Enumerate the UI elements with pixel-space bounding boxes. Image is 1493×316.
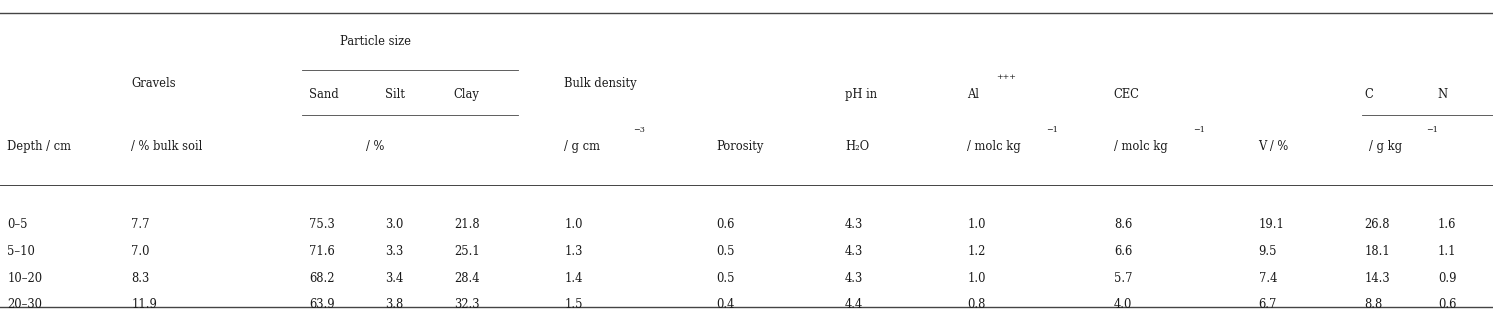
Text: / g kg: / g kg	[1369, 140, 1402, 154]
Text: 8.3: 8.3	[131, 271, 149, 285]
Text: 32.3: 32.3	[454, 298, 479, 312]
Text: 1.6: 1.6	[1438, 218, 1456, 231]
Text: Porosity: Porosity	[717, 140, 764, 154]
Text: 1.0: 1.0	[967, 218, 985, 231]
Text: −3: −3	[633, 125, 645, 134]
Text: Particle size: Particle size	[340, 34, 412, 48]
Text: 1.5: 1.5	[564, 298, 582, 312]
Text: 63.9: 63.9	[309, 298, 334, 312]
Text: C: C	[1365, 88, 1374, 101]
Text: 1.4: 1.4	[564, 271, 582, 285]
Text: 7.4: 7.4	[1259, 271, 1277, 285]
Text: 0–5: 0–5	[7, 218, 28, 231]
Text: 71.6: 71.6	[309, 245, 334, 258]
Text: Depth / cm: Depth / cm	[7, 140, 72, 154]
Text: 25.1: 25.1	[454, 245, 479, 258]
Text: Silt: Silt	[385, 88, 405, 101]
Text: −1: −1	[1047, 125, 1059, 134]
Text: 4.4: 4.4	[845, 298, 863, 312]
Text: 0.6: 0.6	[717, 218, 735, 231]
Text: 7.0: 7.0	[131, 245, 149, 258]
Text: 8.6: 8.6	[1114, 218, 1132, 231]
Text: / g cm: / g cm	[564, 140, 600, 154]
Text: H₂O: H₂O	[845, 140, 869, 154]
Text: V / %: V / %	[1259, 140, 1288, 154]
Text: 1.3: 1.3	[564, 245, 582, 258]
Text: 4.3: 4.3	[845, 218, 863, 231]
Text: 6.6: 6.6	[1114, 245, 1132, 258]
Text: 0.6: 0.6	[1438, 298, 1456, 312]
Text: 3.8: 3.8	[385, 298, 403, 312]
Text: / molᴄ kg: / molᴄ kg	[1114, 140, 1168, 154]
Text: 28.4: 28.4	[454, 271, 479, 285]
Text: 19.1: 19.1	[1259, 218, 1284, 231]
Text: 4.3: 4.3	[845, 245, 863, 258]
Text: 4.3: 4.3	[845, 271, 863, 285]
Text: +++: +++	[996, 73, 1015, 82]
Text: 0.8: 0.8	[967, 298, 985, 312]
Text: Clay: Clay	[454, 88, 479, 101]
Text: 75.3: 75.3	[309, 218, 334, 231]
Text: 4.0: 4.0	[1114, 298, 1132, 312]
Text: CEC: CEC	[1114, 88, 1139, 101]
Text: −1: −1	[1426, 125, 1438, 134]
Text: 20–30: 20–30	[7, 298, 42, 312]
Text: / molᴄ kg: / molᴄ kg	[967, 140, 1021, 154]
Text: pH in: pH in	[845, 88, 878, 101]
Text: Gravels: Gravels	[131, 77, 176, 90]
Text: 26.8: 26.8	[1365, 218, 1390, 231]
Text: / %: / %	[366, 140, 384, 154]
Text: / % bulk soil: / % bulk soil	[131, 140, 203, 154]
Text: Bulk density: Bulk density	[564, 77, 638, 90]
Text: 0.4: 0.4	[717, 298, 735, 312]
Text: 8.8: 8.8	[1365, 298, 1383, 312]
Text: 21.8: 21.8	[454, 218, 479, 231]
Text: 1.0: 1.0	[564, 218, 582, 231]
Text: 5.7: 5.7	[1114, 271, 1132, 285]
Text: Sand: Sand	[309, 88, 339, 101]
Text: 1.0: 1.0	[967, 271, 985, 285]
Text: N: N	[1438, 88, 1448, 101]
Text: −1: −1	[1193, 125, 1205, 134]
Text: 6.7: 6.7	[1259, 298, 1277, 312]
Text: 1.2: 1.2	[967, 245, 985, 258]
Text: 0.5: 0.5	[717, 271, 735, 285]
Text: 7.7: 7.7	[131, 218, 149, 231]
Text: 1.1: 1.1	[1438, 245, 1456, 258]
Text: 0.9: 0.9	[1438, 271, 1456, 285]
Text: 9.5: 9.5	[1259, 245, 1277, 258]
Text: 0.5: 0.5	[717, 245, 735, 258]
Text: Al: Al	[967, 88, 979, 101]
Text: 3.3: 3.3	[385, 245, 403, 258]
Text: 18.1: 18.1	[1365, 245, 1390, 258]
Text: 3.0: 3.0	[385, 218, 403, 231]
Text: 68.2: 68.2	[309, 271, 334, 285]
Text: 3.4: 3.4	[385, 271, 403, 285]
Text: 11.9: 11.9	[131, 298, 157, 312]
Text: 10–20: 10–20	[7, 271, 43, 285]
Text: 14.3: 14.3	[1365, 271, 1390, 285]
Text: 5–10: 5–10	[7, 245, 36, 258]
